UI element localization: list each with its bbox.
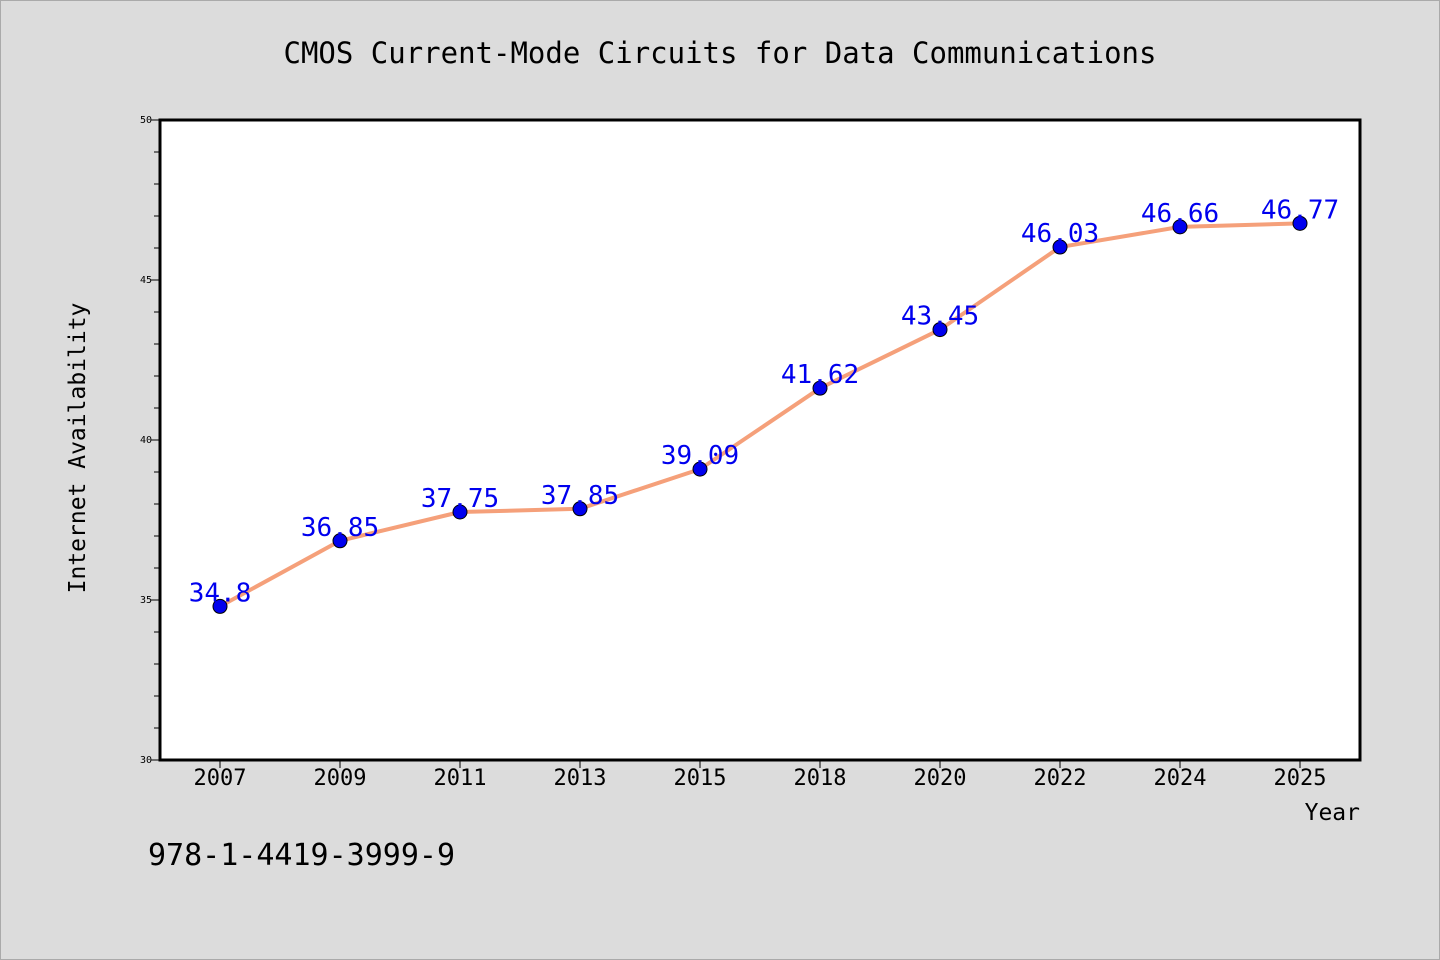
data-label: 34.8 (189, 578, 252, 608)
data-label: 43.45 (901, 302, 979, 332)
data-label: 46.66 (1141, 199, 1219, 229)
data-label: 46.77 (1261, 195, 1339, 225)
y-axis: 30 35 40 45 50 (140, 115, 160, 766)
data-label: 39.09 (661, 441, 739, 471)
data-label: 37.75 (421, 484, 499, 514)
x-tick-label: 2011 (434, 766, 487, 791)
x-tick-label: 2018 (794, 766, 847, 791)
data-point (1292, 215, 1308, 231)
isbn-annotation: 978-1-4419-3999-9 (148, 838, 455, 873)
data-point (1172, 219, 1188, 235)
x-tick-label: 2009 (314, 766, 367, 791)
x-tick-label: 2015 (674, 766, 727, 791)
series-layer: 34.8 36.85 37.75 37.85 39.09 41.62 43.45 46.03 4… (189, 195, 1339, 614)
y-tick-label: 35 (140, 595, 152, 606)
x-axis-label: Year (1305, 800, 1360, 826)
y-tick-label: 40 (140, 435, 152, 446)
x-tick-label: 2024 (1154, 766, 1207, 791)
y-tick-label: 30 (140, 755, 152, 766)
data-point (212, 598, 228, 614)
y-axis-label: Internet Availability (65, 303, 91, 594)
x-tick-label: 2025 (1274, 766, 1327, 791)
x-axis: 2007 2009 2011 2013 2015 2018 2020 2022 2024 2025 (194, 760, 1327, 791)
y-tick-label: 50 (140, 115, 152, 126)
data-label: 36.85 (301, 513, 379, 543)
data-point (572, 501, 588, 517)
x-tick-label: 2020 (914, 766, 967, 791)
data-point (812, 380, 828, 396)
data-label: 37.85 (541, 481, 619, 511)
data-point (932, 322, 948, 338)
data-point (1052, 239, 1068, 255)
x-tick-label: 2007 (194, 766, 247, 791)
chart-title: CMOS Current-Mode Circuits for Data Comm… (284, 36, 1157, 70)
x-tick-label: 2013 (554, 766, 607, 791)
data-label: 41.62 (781, 360, 859, 390)
data-label: 46.03 (1021, 219, 1099, 249)
x-tick-label: 2022 (1034, 766, 1087, 791)
series-line (218, 221, 1302, 609)
data-point (452, 504, 468, 520)
data-point (692, 461, 708, 477)
plot-area (158, 118, 1362, 762)
y-tick-label: 45 (140, 275, 152, 286)
data-point (332, 533, 348, 549)
